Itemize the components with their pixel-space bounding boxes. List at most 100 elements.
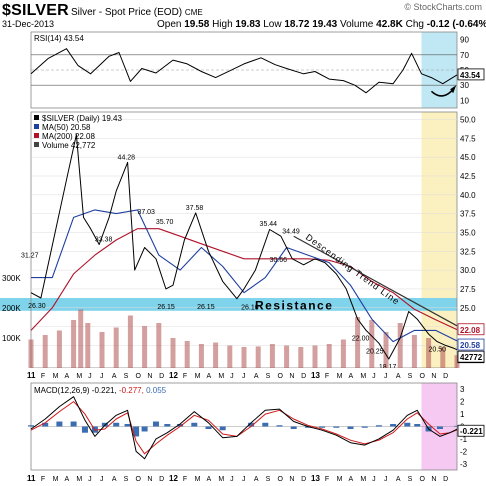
macd-x-month-label-19: O (278, 476, 284, 483)
x-month-label-21: D (301, 373, 306, 380)
price-label-10: 34.49 (282, 228, 300, 235)
price-label-1: 26.30 (28, 303, 46, 310)
price-tick-label-4: 30.0 (460, 266, 476, 275)
x-month-label-12: M (195, 373, 201, 380)
volume-bar-13 (198, 344, 204, 368)
macd-line (30, 396, 458, 460)
macd-x-month-label-28: A (396, 476, 401, 483)
macd-x-month-label-21: D (301, 476, 306, 483)
x-month-label-15: J (230, 373, 234, 380)
description-text: Silver - Spot Price (EOD) (71, 7, 183, 18)
macd-x-month-label-10: D (159, 476, 164, 483)
macd-histogram-bar-10 (141, 426, 148, 432)
chg-value: -0.12 (-0.64%) (426, 19, 486, 30)
ma200-value-flag: 22.08 (460, 326, 481, 335)
legend-swatch-1 (34, 124, 39, 129)
macd-x-month-label-6: A (112, 476, 117, 483)
volume-bar-4 (78, 309, 84, 368)
macd-x-month-label-11: F (183, 476, 187, 483)
macd-tick-label-2: -1 (460, 435, 468, 444)
macd-histogram-bar-16 (219, 426, 226, 431)
x-month-label-18: S (266, 373, 271, 380)
ohlc-readout: Open 19.58 High 19.83 Low 18.72 19.43 Vo… (157, 20, 486, 30)
x-month-label-13: A (207, 373, 212, 380)
volume-bar-10 (156, 323, 162, 368)
price-tick-label-5: 32.5 (460, 247, 476, 256)
macd-legend-histogram: 0.055 (146, 386, 167, 395)
x-month-label-17: A (254, 373, 259, 380)
legend-swatch-3 (34, 142, 39, 147)
x-month-label-16: J (242, 373, 246, 380)
rsi-value-flag-box (457, 68, 485, 81)
price-label-4: 33.38 (95, 237, 113, 244)
macd-x-month-label-18: S (266, 476, 271, 483)
macd-x-month-label-8: O (136, 476, 142, 483)
macd-histogram-bar-32 (436, 426, 443, 429)
rsi-tick-label-0: 10 (460, 96, 469, 105)
volume-bar-29 (426, 338, 432, 368)
price-label-9: 35.44 (260, 221, 278, 228)
macd-histogram-bar-15 (205, 426, 212, 429)
macd-histogram-bar-26 (361, 426, 368, 428)
volume-bar-3 (71, 320, 77, 368)
x-month-label-24: A (349, 373, 354, 380)
macd-histogram-bar-20 (276, 425, 283, 427)
x-month-label-20: N (289, 373, 294, 380)
price-label-6: 26.15 (157, 304, 175, 311)
macd-x-month-label-30: O (420, 476, 426, 483)
macd-x-month-label-4: J (88, 476, 92, 483)
macd-histogram-bar-14 (191, 422, 198, 427)
macd-x-month-label-7: S (124, 476, 129, 483)
macd-histogram-bar-27 (375, 425, 382, 427)
x-month-label-3: M (76, 373, 82, 380)
macd-histogram-bar-0 (28, 425, 34, 427)
volume-bar-19 (284, 345, 290, 368)
price-label-7: 37.58 (186, 205, 204, 212)
x-month-label-25: M (360, 373, 366, 380)
macd-x-month-label-13: A (207, 476, 212, 483)
x-axis-band (0, 368, 486, 382)
macd-tick-label-6: 3 (460, 385, 465, 394)
brand-watermark: © StockCharts.com (404, 2, 482, 12)
macd-histogram-bar-18 (248, 422, 255, 427)
volume-value-flag-box (457, 350, 485, 363)
macd-x-month-label-2: A (65, 476, 70, 483)
price-tick-label-3: 27.5 (460, 285, 476, 294)
volume-bar-25 (369, 320, 375, 368)
x-month-label-27: J (384, 373, 388, 380)
volume-bar-18 (269, 344, 275, 368)
legend-entry-0: $SILVER (Daily) 19.43 (42, 114, 122, 123)
volume-bar-30 (440, 347, 446, 368)
volume-tick-label-2: 300K (2, 274, 21, 283)
macd-x-month-label-0: F (41, 476, 45, 483)
x-year-label-2: 13 (311, 371, 320, 380)
price-label-8: 26.15 (197, 304, 215, 311)
x-month-label-19: O (278, 373, 284, 380)
price-highlight-region (421, 112, 457, 368)
macd-x-year-label-0: 11 (27, 474, 36, 483)
volume-bar-28 (411, 335, 417, 368)
x-month-label-5: J (100, 373, 104, 380)
x-month-label-11: F (183, 373, 187, 380)
macd-histogram-bar-7 (113, 422, 120, 427)
price-tick-label-12: 50.0 (460, 116, 476, 125)
macd-histogram-bar-12 (164, 424, 171, 427)
macd-histogram-bar-28 (390, 424, 397, 427)
price-tick-label-6: 35.0 (460, 228, 476, 237)
ma50-value-flag: 20.58 (460, 341, 481, 350)
x-month-label-14: M (218, 373, 224, 380)
legend-entry-3: Volume 42,772 (42, 141, 96, 150)
volume-bar-21 (312, 345, 318, 368)
x-month-label-31: N (431, 373, 436, 380)
volume-bar-20 (298, 347, 304, 368)
rsi-line (30, 48, 458, 94)
x-month-label-6: A (112, 373, 117, 380)
macd-histogram-bar-22 (304, 426, 311, 428)
volume-bar-14 (213, 342, 219, 368)
volume-bar-6 (99, 332, 105, 368)
x-month-label-7: S (124, 373, 129, 380)
x-month-label-23: M (337, 373, 343, 380)
macd-value-flag: -0.221 (460, 427, 483, 436)
